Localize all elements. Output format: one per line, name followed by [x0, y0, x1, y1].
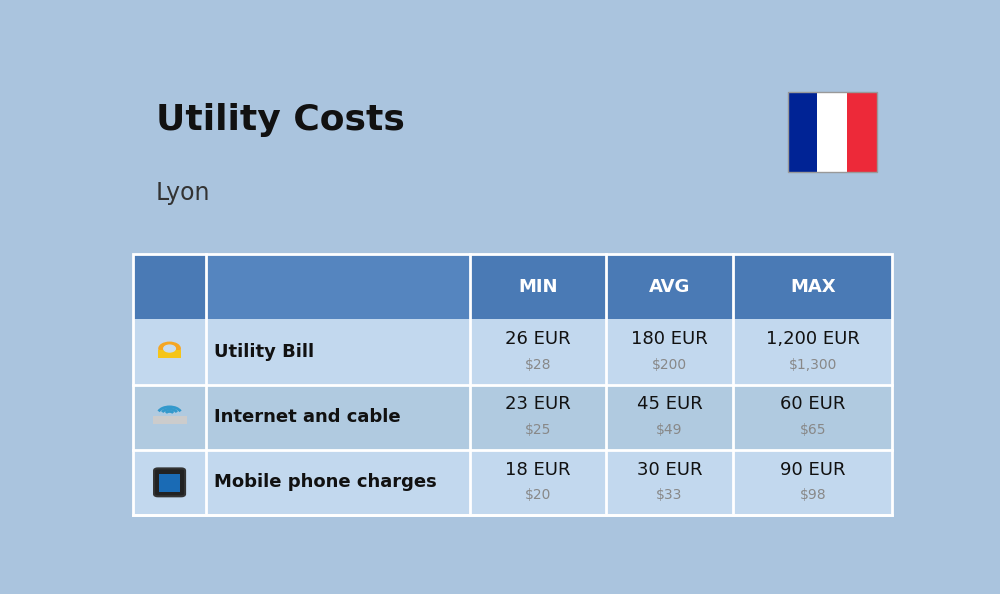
FancyBboxPatch shape	[133, 254, 892, 320]
FancyBboxPatch shape	[133, 450, 892, 515]
Text: $20: $20	[524, 488, 551, 502]
Text: $65: $65	[800, 423, 826, 437]
FancyBboxPatch shape	[158, 350, 181, 358]
FancyBboxPatch shape	[847, 92, 877, 172]
Text: 90 EUR: 90 EUR	[780, 460, 846, 479]
Text: 60 EUR: 60 EUR	[780, 396, 846, 413]
FancyBboxPatch shape	[159, 474, 180, 492]
Text: $98: $98	[800, 488, 826, 502]
Circle shape	[164, 345, 175, 352]
FancyBboxPatch shape	[817, 92, 847, 172]
FancyBboxPatch shape	[154, 469, 185, 497]
Text: MAX: MAX	[790, 278, 836, 296]
Text: 18 EUR: 18 EUR	[505, 460, 570, 479]
Text: Internet and cable: Internet and cable	[214, 408, 401, 426]
FancyBboxPatch shape	[153, 416, 187, 424]
FancyBboxPatch shape	[133, 254, 206, 320]
Text: $1,300: $1,300	[789, 358, 837, 372]
Text: 23 EUR: 23 EUR	[505, 396, 571, 413]
Text: $25: $25	[524, 423, 551, 437]
FancyBboxPatch shape	[133, 320, 892, 384]
Text: MIN: MIN	[518, 278, 557, 296]
Text: $49: $49	[656, 423, 683, 437]
Circle shape	[159, 342, 180, 355]
FancyBboxPatch shape	[206, 254, 470, 320]
Text: 30 EUR: 30 EUR	[637, 460, 702, 479]
Text: $28: $28	[524, 358, 551, 372]
Text: $200: $200	[652, 358, 687, 372]
Text: Lyon: Lyon	[156, 181, 210, 205]
FancyBboxPatch shape	[133, 384, 892, 450]
Text: 1,200 EUR: 1,200 EUR	[766, 330, 860, 348]
Text: Utility Costs: Utility Costs	[156, 103, 405, 137]
Text: 180 EUR: 180 EUR	[631, 330, 708, 348]
Text: $33: $33	[656, 488, 683, 502]
Text: 26 EUR: 26 EUR	[505, 330, 570, 348]
Text: Utility Bill: Utility Bill	[214, 343, 314, 361]
Text: 45 EUR: 45 EUR	[637, 396, 702, 413]
FancyBboxPatch shape	[788, 92, 817, 172]
Text: AVG: AVG	[649, 278, 690, 296]
Text: Mobile phone charges: Mobile phone charges	[214, 473, 437, 491]
